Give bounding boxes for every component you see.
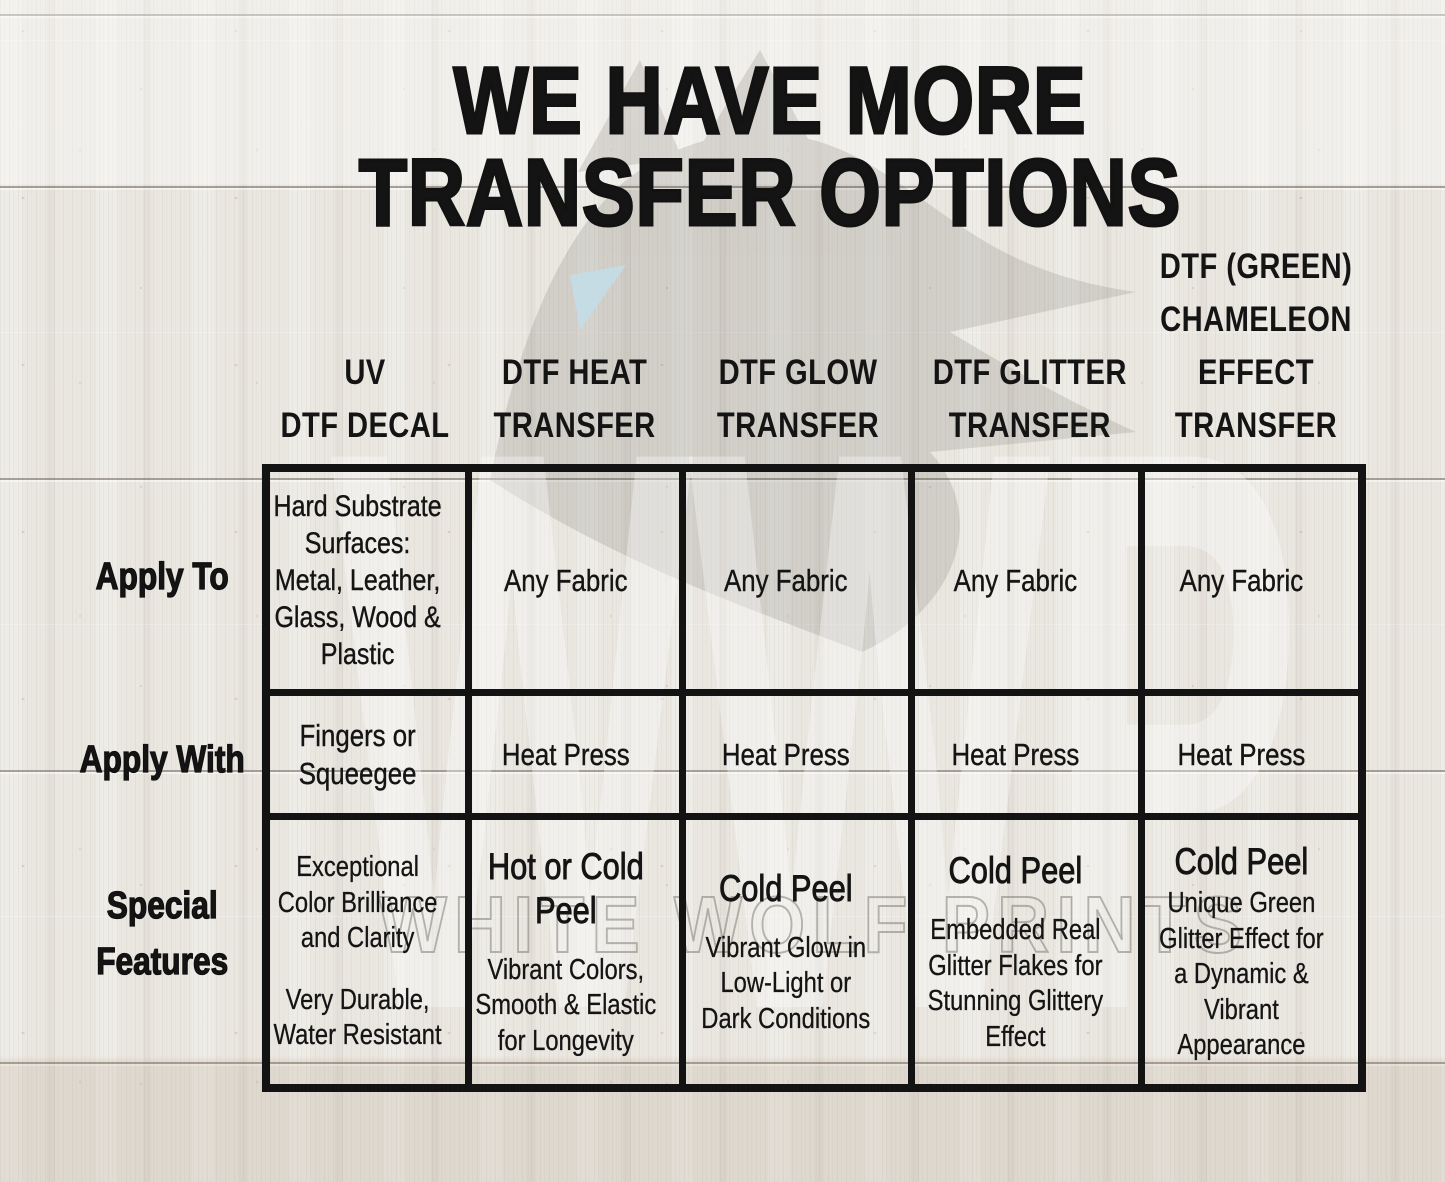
brand-watermark: WHITE WOLF PRINTS	[378, 880, 1250, 969]
cell-text: Any Fabric	[953, 562, 1078, 598]
wolf-eye-accent	[570, 265, 626, 330]
row-label-text: Apply With	[79, 738, 245, 781]
cell-paragraph: Very Durable, Water Resistant	[273, 983, 442, 1052]
cell-apply-with-dtf-chameleon: Heat Press	[1145, 696, 1358, 820]
cell-special-dtf-heat: Hot or Cold Peel Vibrant Colors, Smooth …	[472, 820, 686, 1084]
cell-body-text: Vibrant Glow in Low-Light or Dark Condit…	[701, 931, 871, 1035]
cell-text: Any Fabric	[724, 562, 848, 598]
column-header-label: UV DTF DECAL	[279, 353, 450, 445]
cell-heading: Cold Peel	[1174, 841, 1308, 883]
cell-body-text: Embedded Real Glitter Flakes for Stunnin…	[927, 914, 1104, 1053]
cell-apply-with-dtf-glow: Heat Press	[686, 696, 915, 820]
row-label-special-features: Special Features	[56, 878, 268, 990]
row-label-apply-to: Apply To	[56, 549, 268, 605]
cell-apply-to-dtf-chameleon: Any Fabric	[1145, 472, 1358, 696]
cell-heading: Cold Peel	[948, 850, 1083, 892]
column-header-dtf-heat: DTF HEAT TRANSFER	[467, 346, 683, 452]
cell-text: Heat Press	[951, 736, 1080, 772]
cell-body-text: Unique Green Glitter Effect for a Dynami…	[1158, 887, 1324, 1062]
row-label-apply-with: Apply With	[56, 732, 268, 788]
column-header-dtf-glitter: DTF GLITTER TRANSFER	[913, 346, 1146, 452]
cell-body-text: Vibrant Colors, Smooth & Elastic for Lon…	[474, 953, 656, 1057]
cell-apply-to-uv-dtf-decal: Hard Substrate Surfaces: Metal, Leather,…	[270, 472, 472, 696]
column-header-label: DTF (GREEN) CHAMELEON EFFECT TRANSFER	[1159, 247, 1353, 445]
cell-text: Hard Substrate Surfaces: Metal, Leather,…	[273, 490, 443, 671]
cell-apply-with-dtf-heat: Heat Press	[472, 696, 686, 820]
column-header-label: DTF HEAT TRANSFER	[493, 353, 657, 445]
cell-apply-with-dtf-glitter: Heat Press	[915, 696, 1145, 820]
wolf-ear-right	[698, 50, 812, 150]
page-title-text: WE HAVE MORE TRANSFER OPTIONS	[357, 48, 1182, 246]
column-header-uv-dtf-decal: UV DTF DECAL	[262, 346, 467, 452]
cell-special-uv-dtf-decal: Exceptional Color Brilliance and Clarity…	[270, 820, 472, 1084]
cell-special-dtf-chameleon: Cold Peel Unique Green Glitter Effect fo…	[1145, 820, 1358, 1084]
cell-heading: Hot or Cold Peel	[487, 845, 644, 931]
cell-apply-to-dtf-glow: Any Fabric	[686, 472, 915, 696]
row-label-text: Special Features	[95, 884, 229, 983]
page-title: WE HAVE MORE TRANSFER OPTIONS	[95, 48, 1445, 246]
comparison-table: Hard Substrate Surfaces: Metal, Leather,…	[262, 464, 1366, 1092]
cell-paragraph: Exceptional Color Brilliance and Clarity	[278, 851, 438, 955]
column-header-label: DTF GLITTER TRANSFER	[932, 353, 1127, 445]
cell-text: Heat Press	[1177, 736, 1305, 772]
cell-text: Any Fabric	[503, 562, 628, 598]
cell-apply-to-dtf-heat: Any Fabric	[472, 472, 686, 696]
cell-special-dtf-glitter: Cold Peel Embedded Real Glitter Flakes f…	[915, 820, 1145, 1084]
wolf-head-silhouette	[490, 132, 1136, 652]
column-header-label: DTF GLOW TRANSFER	[716, 353, 880, 445]
cell-text: Heat Press	[501, 736, 630, 772]
cell-text: Any Fabric	[1179, 562, 1303, 598]
row-label-text: Apply To	[95, 555, 229, 598]
column-header-dtf-glow: DTF GLOW TRANSFER	[683, 346, 913, 452]
wolf-head-watermark-icon	[490, 50, 1136, 652]
cell-heading: Cold Peel	[719, 867, 853, 909]
cell-text: Fingers or Squeegee	[299, 717, 417, 791]
wolf-ear-left	[578, 60, 682, 172]
cell-text: Heat Press	[722, 736, 851, 772]
cell-special-dtf-glow: Cold Peel Vibrant Glow in Low-Light or D…	[686, 820, 915, 1084]
cell-apply-with-uv-dtf-decal: Fingers or Squeegee	[270, 696, 472, 820]
column-header-dtf-chameleon: DTF (GREEN) CHAMELEON EFFECT TRANSFER	[1146, 240, 1366, 452]
cell-apply-to-dtf-glitter: Any Fabric	[915, 472, 1145, 696]
